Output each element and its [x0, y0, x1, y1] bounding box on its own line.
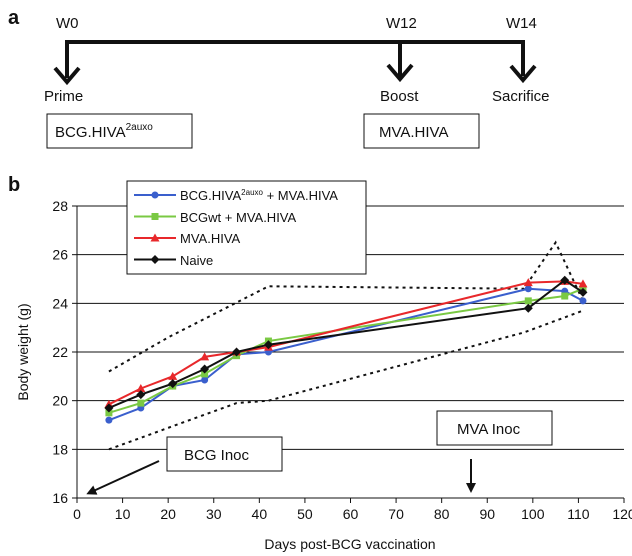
- y-tick-label-22: 22: [52, 344, 68, 360]
- series-mva-hiva: [104, 276, 588, 408]
- x-axis-label: Days post-BCG vaccination: [264, 536, 435, 552]
- data-point-mva-hiva-28: [200, 352, 210, 361]
- data-point-bcg-hiva-28: [201, 376, 209, 384]
- data-point-naive-111: [578, 287, 588, 297]
- y-tick-label-26: 26: [52, 247, 68, 263]
- x-tick-label-30: 30: [206, 506, 222, 522]
- event-label-boost: Boost: [380, 88, 419, 105]
- boost-vaccine-label: MVA.HIVA: [379, 124, 448, 141]
- data-point-bcgwt-mva-hiva-99: [524, 297, 532, 305]
- x-tick-label-110: 110: [567, 506, 590, 522]
- data-point-naive-7: [104, 403, 114, 413]
- axes: 16 18 20 22 24 26 28 0 10 20 30 40 50 60 70 80 90 100 110 1…: [52, 198, 632, 522]
- data-point-mva-hiva-21: [168, 371, 178, 380]
- x-tick-label-90: 90: [479, 506, 495, 522]
- legend-entry-naive: Naive: [180, 253, 213, 268]
- y-tick-label-28: 28: [52, 198, 68, 214]
- panel-a-label: a: [8, 7, 20, 29]
- timeline-line: [65, 40, 525, 78]
- series-naive: [104, 275, 588, 413]
- legend-keys: [134, 191, 176, 264]
- legend-key-marker-bcg-hiva: [151, 191, 159, 199]
- legend: BCG.HIVA2auxo + MVA.HIVA BCGwt + MVA.HIV…: [126, 180, 367, 275]
- series-line-mva-hiva: [108, 280, 584, 406]
- legend-key-marker-mva-hiva: [150, 233, 160, 242]
- bcg-inoc-box: [166, 436, 283, 472]
- data-point-bcgwt-mva-hiva-14: [137, 399, 145, 407]
- data-point-naive-107: [560, 275, 570, 285]
- legend-entry-bcg-hiva: BCG.HIVA2auxo + MVA.HIVA: [180, 188, 338, 203]
- event-label-prime: Prime: [44, 88, 83, 105]
- y-tick-label-20: 20: [52, 393, 68, 409]
- data-point-bcgwt-mva-hiva-107: [561, 292, 569, 300]
- mva-inoc-box: [436, 410, 553, 446]
- series-line-bcgwt-mva-hiva: [108, 287, 584, 414]
- event-label-sacrifice: Sacrifice: [492, 88, 550, 105]
- x-tick-label-80: 80: [434, 506, 450, 522]
- envelope-upper-bound: [108, 240, 584, 373]
- x-tick-label-20: 20: [160, 506, 176, 522]
- x-tick-label-120: 120: [612, 506, 632, 522]
- data-point-bcg-hiva-111: [579, 297, 587, 305]
- series-bcg-hiva: [105, 285, 587, 424]
- data-point-naive-28: [200, 364, 210, 374]
- y-tick-label-16: 16: [52, 490, 68, 506]
- data-point-bcgwt-mva-hiva-7: [105, 409, 113, 417]
- series-bcgwt-mva-hiva: [105, 285, 587, 417]
- x-tick-label-70: 70: [388, 506, 404, 522]
- week-label-w12: W12: [386, 15, 417, 32]
- data-point-bcg-hiva-7: [105, 416, 113, 424]
- mva-inoc-annotation: MVA Inoc: [436, 410, 553, 493]
- x-tick-label-10: 10: [115, 506, 131, 522]
- panel-b: b 16 18 20 22 24 26 28 0 10 20 30 40 50 60 70 80 90 100 11…: [8, 174, 632, 552]
- boost-vaccine-box: [363, 113, 480, 149]
- mva-inoc-label: MVA Inoc: [457, 421, 521, 438]
- panel-a: a W0 W12 W14 Prime Boost Sacrifice BCG.H…: [8, 7, 550, 149]
- data-point-mva-hiva-14: [136, 384, 146, 392]
- y-tick-label-18: 18: [52, 441, 68, 457]
- x-tick-label-50: 50: [297, 506, 313, 522]
- panel-b-label: b: [8, 174, 20, 196]
- x-tick-label-100: 100: [521, 506, 545, 522]
- data-point-naive-42: [263, 340, 273, 350]
- dashed-envelope: [108, 240, 584, 451]
- legend-entry-mva-hiva: MVA.HIVA: [180, 231, 241, 246]
- prime-vaccine-box: [46, 113, 193, 149]
- legend-key-marker-naive: [150, 255, 160, 264]
- data-point-mva-hiva-111: [578, 279, 588, 288]
- x-tick-label-60: 60: [343, 506, 359, 522]
- series-line-naive: [108, 278, 584, 409]
- week-label-w14: W14: [506, 15, 537, 32]
- y-axis-label: Body weight (g): [15, 303, 31, 400]
- data-point-naive-35: [232, 347, 242, 357]
- data-point-naive-99: [523, 303, 533, 313]
- data-point-naive-14: [136, 390, 146, 400]
- x-tick-label-40: 40: [252, 506, 268, 522]
- data-point-naive-21: [168, 379, 178, 389]
- x-tick-label-0: 0: [73, 506, 81, 522]
- y-tick-label-24: 24: [52, 295, 68, 311]
- data-point-bcgwt-mva-hiva-28: [201, 370, 209, 378]
- timeline-arrowheads: [53, 63, 537, 86]
- legend-key-marker-bcgwt-mva-hiva: [151, 213, 159, 220]
- bcg-inoc-arrow: [86, 460, 160, 495]
- data-point-bcg-hiva-99: [524, 285, 532, 293]
- bcg-inoc-annotation: BCG Inoc: [86, 436, 283, 495]
- data-point-mva-hiva-99: [523, 278, 533, 287]
- data-series: [104, 275, 588, 424]
- legend-entry-bcgwt: BCGwt + MVA.HIVA: [180, 210, 297, 225]
- week-label-w0: W0: [56, 15, 79, 32]
- bcg-inoc-label: BCG Inoc: [184, 447, 250, 464]
- prime-vaccine-label: BCG.HIVA2auxo: [55, 122, 153, 141]
